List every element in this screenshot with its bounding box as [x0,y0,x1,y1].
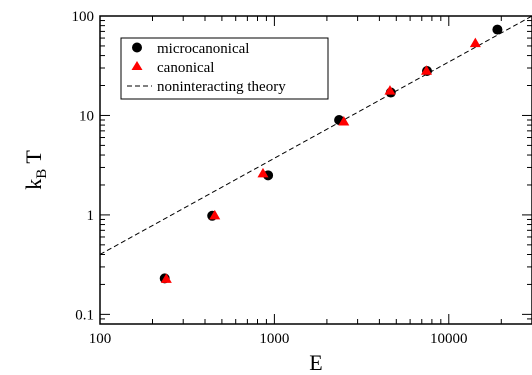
y-tick-label: 10 [79,108,94,124]
x-axis-label: E [309,350,322,375]
x-tick-label: 100 [89,331,112,347]
legend-label-noninteracting: noninteracting theory [157,79,286,95]
axis-ticks [99,15,532,325]
canonical-point [209,209,221,220]
canonical-point [257,167,269,178]
canonical-point [160,273,172,283]
canonical-point [469,37,481,48]
series-layer [100,16,532,284]
legend-marker-canonical [131,61,143,70]
legend-box [120,37,329,100]
y-axis-label: kB T [21,150,50,190]
series-line-noninteracting [100,16,532,255]
y-axis-label-main: k [21,179,46,190]
x-tick-label: 10000 [430,331,468,347]
legend-marker-microcanonical [132,42,142,53]
y-axis-label-sub: B [34,169,50,179]
y-tick-label: 1 [87,208,95,224]
legend: microcanonical canonical noninteracting … [120,37,329,100]
y-tick-label: 100 [72,9,95,25]
canonical-point [338,115,350,126]
legend-label-canonical: canonical [157,60,214,76]
canonical-point [420,65,432,75]
y-tick-label: 0.1 [75,307,94,323]
microcanonical-point [492,24,503,35]
y-axis-label-tail: T [21,150,46,169]
plot-frame [99,15,532,325]
x-tick-label: 1000 [259,331,289,347]
canonical-point [384,85,396,95]
axis-tick-labels: 100 1000 10000 0.1 1 10 100 [72,9,468,347]
legend-label-microcanonical: microcanonical [157,41,249,57]
